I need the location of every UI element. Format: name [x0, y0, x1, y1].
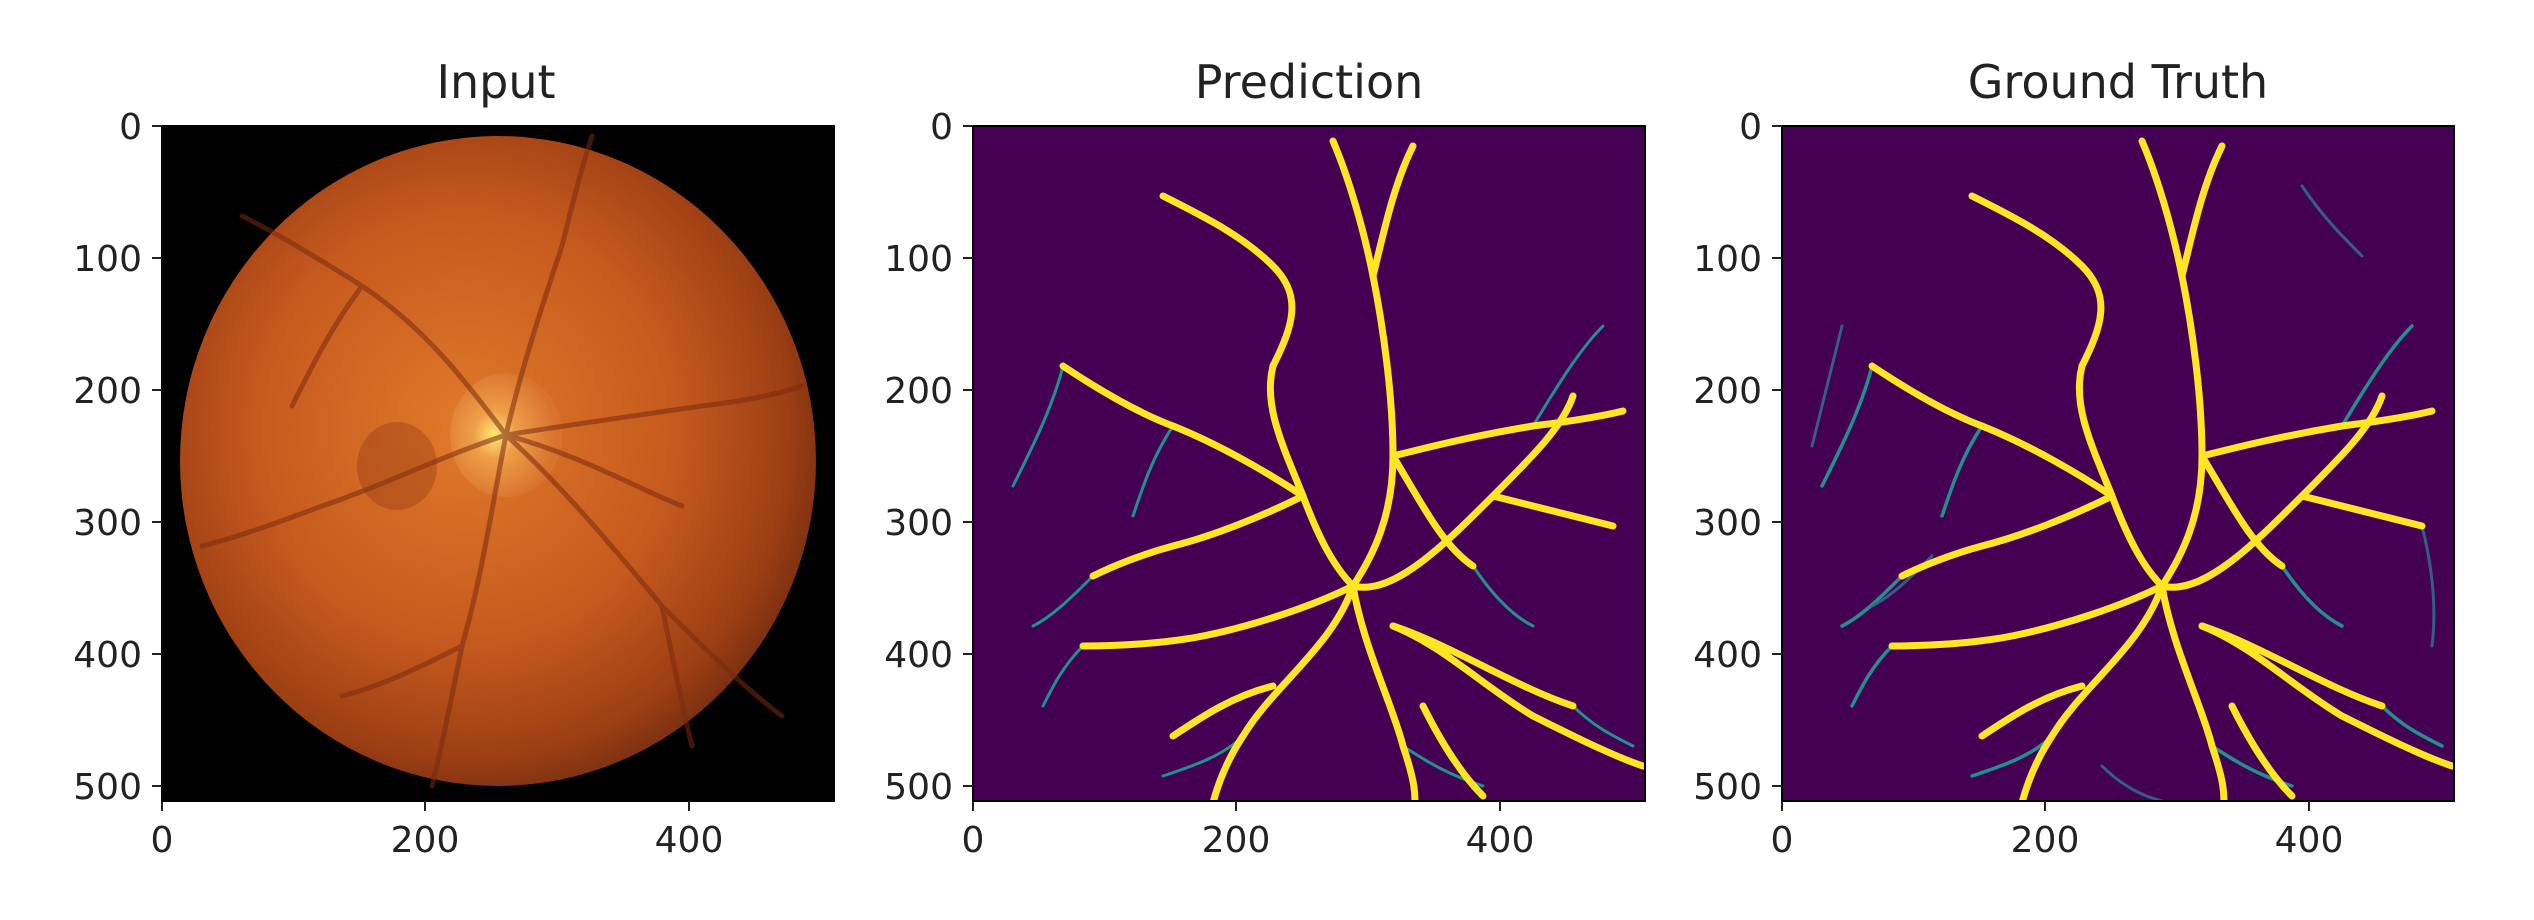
x-axis-prediction: [972, 801, 1501, 811]
x-tick-label: 0: [1771, 820, 1794, 861]
y-tick-label: 500: [73, 767, 142, 808]
y-tick-label: 100: [73, 239, 142, 280]
extra-faint-vessels: [1810, 184, 2436, 801]
x-tick-label: 0: [962, 820, 985, 861]
y-tick-label: 500: [884, 767, 953, 808]
x-axis-input: [161, 801, 690, 811]
panel-title-input: Input: [436, 55, 555, 109]
y-tick-label: 100: [1693, 239, 1762, 280]
y-tick-label: 300: [73, 503, 142, 544]
panel-title-ground-truth: Ground Truth: [1968, 55, 2268, 109]
panel-input: Input: [73, 55, 835, 861]
y-axis-prediction: [963, 125, 973, 787]
y-tick-label: 300: [1693, 503, 1762, 544]
y-tick-label: 100: [884, 239, 953, 280]
y-tick-label: 200: [1693, 371, 1762, 412]
y-tick-label: 200: [73, 371, 142, 412]
panel-title-prediction: Prediction: [1195, 55, 1424, 109]
y-tick-label: 400: [73, 635, 142, 676]
y-tick-label: 0: [1739, 107, 1762, 148]
prediction-image: [972, 125, 1646, 802]
y-tick-label: 0: [930, 107, 953, 148]
x-tick-label: 400: [655, 820, 724, 861]
ground-truth-image: [1781, 125, 2455, 802]
y-tick-label: 400: [1693, 635, 1762, 676]
x-tick-label: 200: [2011, 820, 2080, 861]
y-axis-ground-truth: [1772, 125, 1782, 787]
y-tick-label: 400: [884, 635, 953, 676]
panel-ground-truth: Ground Truth: [1693, 55, 2455, 861]
x-tick-label: 200: [1202, 820, 1271, 861]
x-tick-label: 0: [151, 820, 174, 861]
y-tick-label: 200: [884, 371, 953, 412]
x-tick-label: 400: [1466, 820, 1535, 861]
y-tick-label: 0: [119, 107, 142, 148]
x-tick-label: 200: [391, 820, 460, 861]
panel-prediction: Prediction 0 100 200 300 400 500: [884, 55, 1646, 861]
y-tick-label: 500: [1693, 767, 1762, 808]
x-axis-ground-truth: [1781, 801, 2310, 811]
macula: [357, 422, 437, 510]
x-tick-label: 400: [2275, 820, 2344, 861]
y-tick-label: 300: [884, 503, 953, 544]
y-axis-input: [152, 125, 162, 787]
input-image: [161, 125, 835, 802]
